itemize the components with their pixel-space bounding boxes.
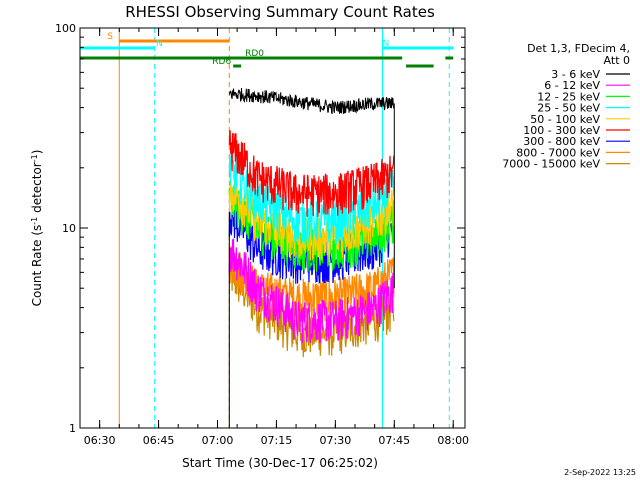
annotation-label-1: N (156, 39, 163, 49)
series-line-5 (228, 130, 395, 217)
y-tick-label-1: 10 (62, 222, 76, 235)
y-axis-label: Count Rate (s-1 detector-1) (30, 150, 45, 307)
legend-label-8: 7000 - 15000 keV (502, 158, 600, 171)
series-line-0 (228, 87, 395, 115)
annotation-label-2: N (383, 39, 390, 49)
svg-text:Count Rate (s-1 detector-1): Count Rate (s-1 detector-1) (30, 150, 45, 307)
legend-label-4: 50 - 100 keV (530, 113, 600, 126)
y-tick-label-2: 100 (55, 22, 76, 35)
legend-label-3: 25 - 50 keV (537, 102, 600, 115)
x-tick-label-0: 06:30 (84, 434, 116, 447)
series-line-1 (228, 238, 395, 344)
x-tick-label-5: 07:45 (378, 434, 410, 447)
plot-area: S N N RD0 RD6 (79, 28, 454, 428)
legend-label-5: 100 - 300 keV (523, 124, 600, 137)
chart-title: RHESSI Observing Summary Count Rates (125, 3, 435, 21)
legend-label-0: 3 - 6 keV (551, 68, 600, 81)
x-tick-label-4: 07:30 (320, 434, 352, 447)
x-tick-label-1: 06:45 (143, 434, 175, 447)
legend-label-6: 300 - 800 keV (523, 135, 600, 148)
annotation-label-3: RD0 (245, 49, 264, 59)
legend-label-1: 6 - 12 keV (544, 79, 600, 92)
legend-header-line2: Att 0 (604, 54, 630, 67)
annotation-label-6: RD6 (212, 57, 231, 67)
y-axis-label-sup2: -1 (30, 154, 39, 162)
y-axis-label-end: ) (30, 150, 44, 155)
y-axis-label-sup1: -1 (30, 217, 39, 225)
x-axis-label: Start Time (30-Dec-17 06:25:02) (182, 456, 378, 470)
y-axis-label-mid: detector (30, 162, 44, 217)
legend-label-2: 12 - 25 keV (537, 90, 600, 103)
x-tick-label-6: 08:00 (437, 434, 469, 447)
footer-date: 2-Sep-2022 13:25 (564, 468, 636, 477)
x-tick-label-2: 07:00 (202, 434, 234, 447)
axes: 06:30 06:45 07:00 07:15 07:30 07:45 08:00 1 10 10… (55, 22, 469, 447)
annotation-label-0: S (107, 32, 113, 42)
y-tick-label-0: 1 (69, 422, 76, 435)
legend-label-7: 800 - 7000 keV (516, 146, 600, 159)
x-tick-label-3: 07:15 (261, 434, 293, 447)
y-axis-label-main: Count Rate (s (30, 225, 44, 307)
legend-header-line1: Det 1,3, FDecim 4, (527, 42, 630, 55)
